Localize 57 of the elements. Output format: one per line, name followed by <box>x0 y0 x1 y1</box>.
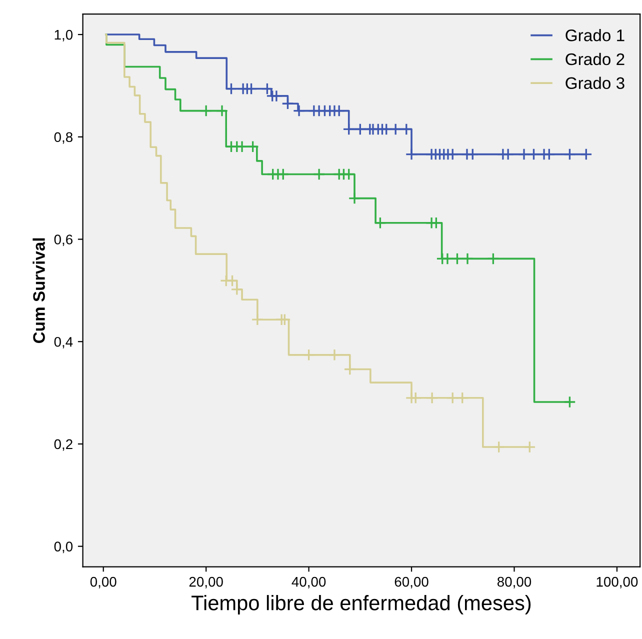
point <box>251 313 264 326</box>
point <box>216 104 228 117</box>
y-tick-label: 0,0 <box>54 542 73 554</box>
point <box>400 122 413 136</box>
point <box>302 348 316 362</box>
point <box>580 148 592 161</box>
point <box>461 252 474 265</box>
point <box>528 148 540 161</box>
point <box>270 90 283 102</box>
point <box>374 216 386 230</box>
y-tick-label: 0,4 <box>54 336 73 348</box>
point <box>518 148 530 161</box>
y-axis-title: Cum Survival <box>32 238 45 343</box>
point <box>466 148 479 161</box>
point <box>226 274 238 287</box>
point <box>200 104 212 117</box>
x-tick-label: 0,00 <box>90 576 116 588</box>
point <box>282 97 294 110</box>
point <box>523 440 536 454</box>
point <box>380 122 393 136</box>
x-tick-label: 60,00 <box>394 576 428 588</box>
point <box>492 440 506 454</box>
point <box>446 392 459 404</box>
point <box>312 168 326 180</box>
point <box>409 392 422 404</box>
point <box>456 392 469 404</box>
y-tick-label: 1,0 <box>54 30 73 42</box>
point <box>563 396 576 408</box>
x-tick-label: 40,00 <box>292 576 326 588</box>
point <box>426 392 438 404</box>
y-tick-label: 0,8 <box>54 132 72 144</box>
y-tick-label: 0,2 <box>54 439 72 451</box>
x-tick-label: 80,00 <box>497 576 532 588</box>
legend-label: Grado 3 <box>566 76 624 90</box>
x-axis-title: Tiempo libre de enfermedad (meses) <box>192 595 531 614</box>
x-tick-label: 20,00 <box>189 576 223 588</box>
point <box>348 192 361 205</box>
point <box>344 363 356 376</box>
point <box>278 313 291 326</box>
point <box>563 148 576 161</box>
point <box>260 82 274 95</box>
point <box>328 348 341 362</box>
point <box>354 122 366 136</box>
point <box>225 82 238 95</box>
point <box>230 283 244 296</box>
legend-label: Grado 1 <box>566 29 624 42</box>
y-tick-label: 0,6 <box>54 234 72 246</box>
point <box>405 148 418 161</box>
point <box>486 252 500 265</box>
x-tick-label: 100,00 <box>596 576 638 588</box>
point <box>451 252 464 265</box>
point <box>245 82 258 95</box>
point <box>342 122 356 136</box>
point <box>246 140 260 153</box>
legend-label: Grado 2 <box>566 52 624 66</box>
point <box>389 122 402 136</box>
point <box>292 104 306 117</box>
